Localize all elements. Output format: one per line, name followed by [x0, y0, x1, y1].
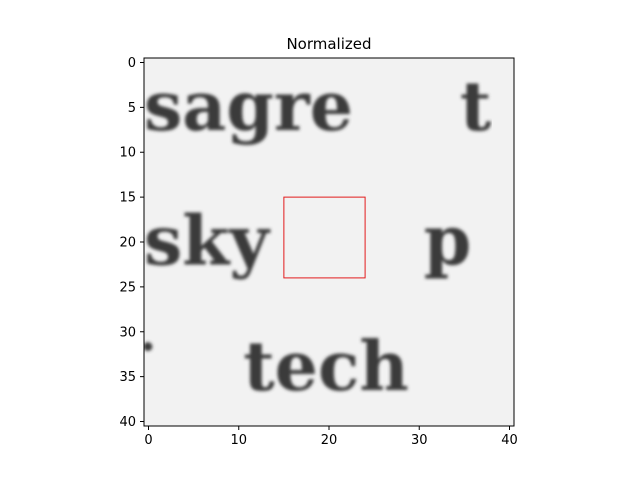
plot-area: sagre t sky p · tech: [139, 58, 514, 426]
y-tick-label: 35: [119, 370, 136, 385]
x-tick-label: 40: [501, 433, 518, 448]
x-tick-label: 20: [321, 433, 338, 448]
y-tick-label: 20: [119, 236, 136, 251]
y-axis: 0 5 10 15 20 25 30 35 40: [119, 56, 144, 430]
image-text-layer: sagre t sky p · tech: [139, 67, 492, 407]
x-tick-label: 0: [144, 433, 152, 448]
y-tick-label: 25: [119, 280, 136, 295]
y-tick-label: 10: [119, 146, 136, 161]
y-tick-label: 40: [119, 415, 136, 430]
y-tick-label: 30: [119, 325, 136, 340]
image-text-line: sky: [144, 201, 271, 281]
y-tick-label: 15: [119, 191, 136, 206]
highlight-box: [283, 196, 366, 279]
image-text-line: p: [424, 201, 472, 281]
y-tick-label: 5: [128, 101, 136, 116]
image-text-line: ·: [139, 319, 156, 375]
image-text-line: tech: [243, 327, 409, 407]
x-tick-label: 10: [230, 433, 247, 448]
image-background: [144, 58, 514, 426]
x-tick-label: 30: [411, 433, 428, 448]
y-tick-label: 0: [128, 56, 136, 71]
image-text-line: sagre: [144, 67, 353, 147]
chart-title: Normalized: [286, 35, 371, 53]
x-axis: 0 10 20 30 40: [144, 426, 518, 448]
image-text-line: t: [460, 67, 492, 147]
